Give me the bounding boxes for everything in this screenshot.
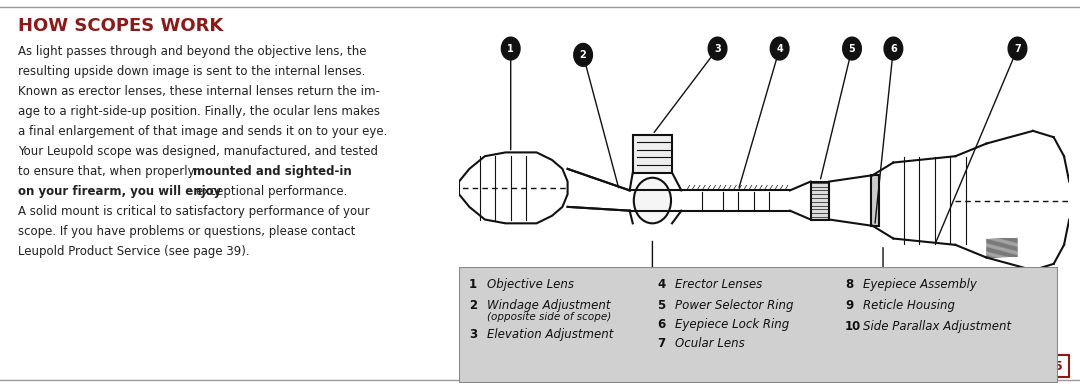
Circle shape — [634, 178, 671, 223]
Text: A solid mount is critical to satisfactory performance of your: A solid mount is critical to satisfactor… — [18, 205, 369, 218]
Circle shape — [1009, 297, 1027, 320]
Circle shape — [1009, 37, 1027, 60]
Circle shape — [874, 310, 892, 332]
Text: (opposite side of scope): (opposite side of scope) — [487, 312, 611, 322]
Text: 6: 6 — [657, 318, 665, 331]
Text: to ensure that, when properly: to ensure that, when properly — [18, 165, 194, 178]
Text: 2: 2 — [469, 299, 477, 312]
Text: 8: 8 — [845, 277, 853, 291]
FancyBboxPatch shape — [870, 175, 879, 226]
Text: 1: 1 — [469, 277, 477, 291]
Text: on your firearm, you will enjoy: on your firearm, you will enjoy — [18, 185, 221, 198]
Text: 4: 4 — [657, 277, 665, 291]
Text: mounted and sighted-in: mounted and sighted-in — [193, 165, 352, 178]
Text: exceptional performance.: exceptional performance. — [195, 185, 348, 198]
Circle shape — [770, 37, 788, 60]
Text: Your Leupold scope was designed, manufactured, and tested: Your Leupold scope was designed, manufac… — [18, 145, 378, 158]
Text: Power Selector Ring: Power Selector Ring — [675, 299, 794, 312]
Text: Eyepiece Lock Ring: Eyepiece Lock Ring — [675, 318, 789, 331]
Text: 7: 7 — [657, 337, 665, 350]
Text: HOW SCOPES WORK: HOW SCOPES WORK — [18, 17, 224, 35]
Circle shape — [842, 37, 862, 60]
Text: As light passes through and beyond the objective lens, the: As light passes through and beyond the o… — [18, 45, 366, 58]
Text: 5: 5 — [657, 299, 665, 312]
Text: Elevation Adjustment: Elevation Adjustment — [487, 328, 613, 341]
Text: age to a right-side-up position. Finally, the ocular lens makes: age to a right-side-up position. Finally… — [18, 105, 380, 118]
Text: Known as erector lenses, these internal lenses return the im-: Known as erector lenses, these internal … — [18, 85, 380, 98]
Text: Leupold Product Service (see page 39).: Leupold Product Service (see page 39). — [18, 245, 249, 258]
Text: Reticle Housing: Reticle Housing — [863, 299, 956, 312]
Circle shape — [708, 37, 727, 60]
Text: 9: 9 — [880, 316, 887, 326]
Text: Ocular Lens: Ocular Lens — [675, 337, 745, 350]
Circle shape — [573, 43, 593, 66]
Text: 8: 8 — [1014, 303, 1021, 313]
FancyBboxPatch shape — [459, 267, 1058, 383]
Text: Side Parallax Adjustment: Side Parallax Adjustment — [863, 320, 1012, 333]
FancyBboxPatch shape — [811, 182, 829, 219]
Text: 2: 2 — [580, 50, 586, 60]
Text: resulting upside down image is sent to the internal lenses.: resulting upside down image is sent to t… — [18, 65, 365, 78]
Text: 10: 10 — [845, 320, 862, 333]
Text: 10: 10 — [646, 316, 659, 326]
FancyBboxPatch shape — [1047, 355, 1069, 377]
Text: 5: 5 — [849, 44, 855, 53]
Text: 6: 6 — [890, 44, 896, 53]
Text: Windage Adjustment: Windage Adjustment — [487, 299, 611, 312]
Text: 4: 4 — [777, 44, 783, 53]
Text: 3: 3 — [714, 44, 721, 53]
Text: Eyepiece Assembly: Eyepiece Assembly — [863, 277, 977, 291]
Text: 1: 1 — [508, 44, 514, 53]
Text: scope. If you have problems or questions, please contact: scope. If you have problems or questions… — [18, 225, 355, 238]
Text: 7: 7 — [1014, 44, 1021, 53]
Text: Erector Lenses: Erector Lenses — [675, 277, 762, 291]
Text: a final enlargement of that image and sends it on to your eye.: a final enlargement of that image and se… — [18, 125, 388, 138]
Circle shape — [885, 37, 903, 60]
Text: Objective Lens: Objective Lens — [487, 277, 575, 291]
Text: 9: 9 — [845, 299, 853, 312]
Text: 5: 5 — [1054, 360, 1063, 373]
FancyBboxPatch shape — [633, 135, 672, 173]
Text: 3: 3 — [469, 328, 477, 341]
Circle shape — [643, 310, 662, 332]
Circle shape — [501, 37, 521, 60]
